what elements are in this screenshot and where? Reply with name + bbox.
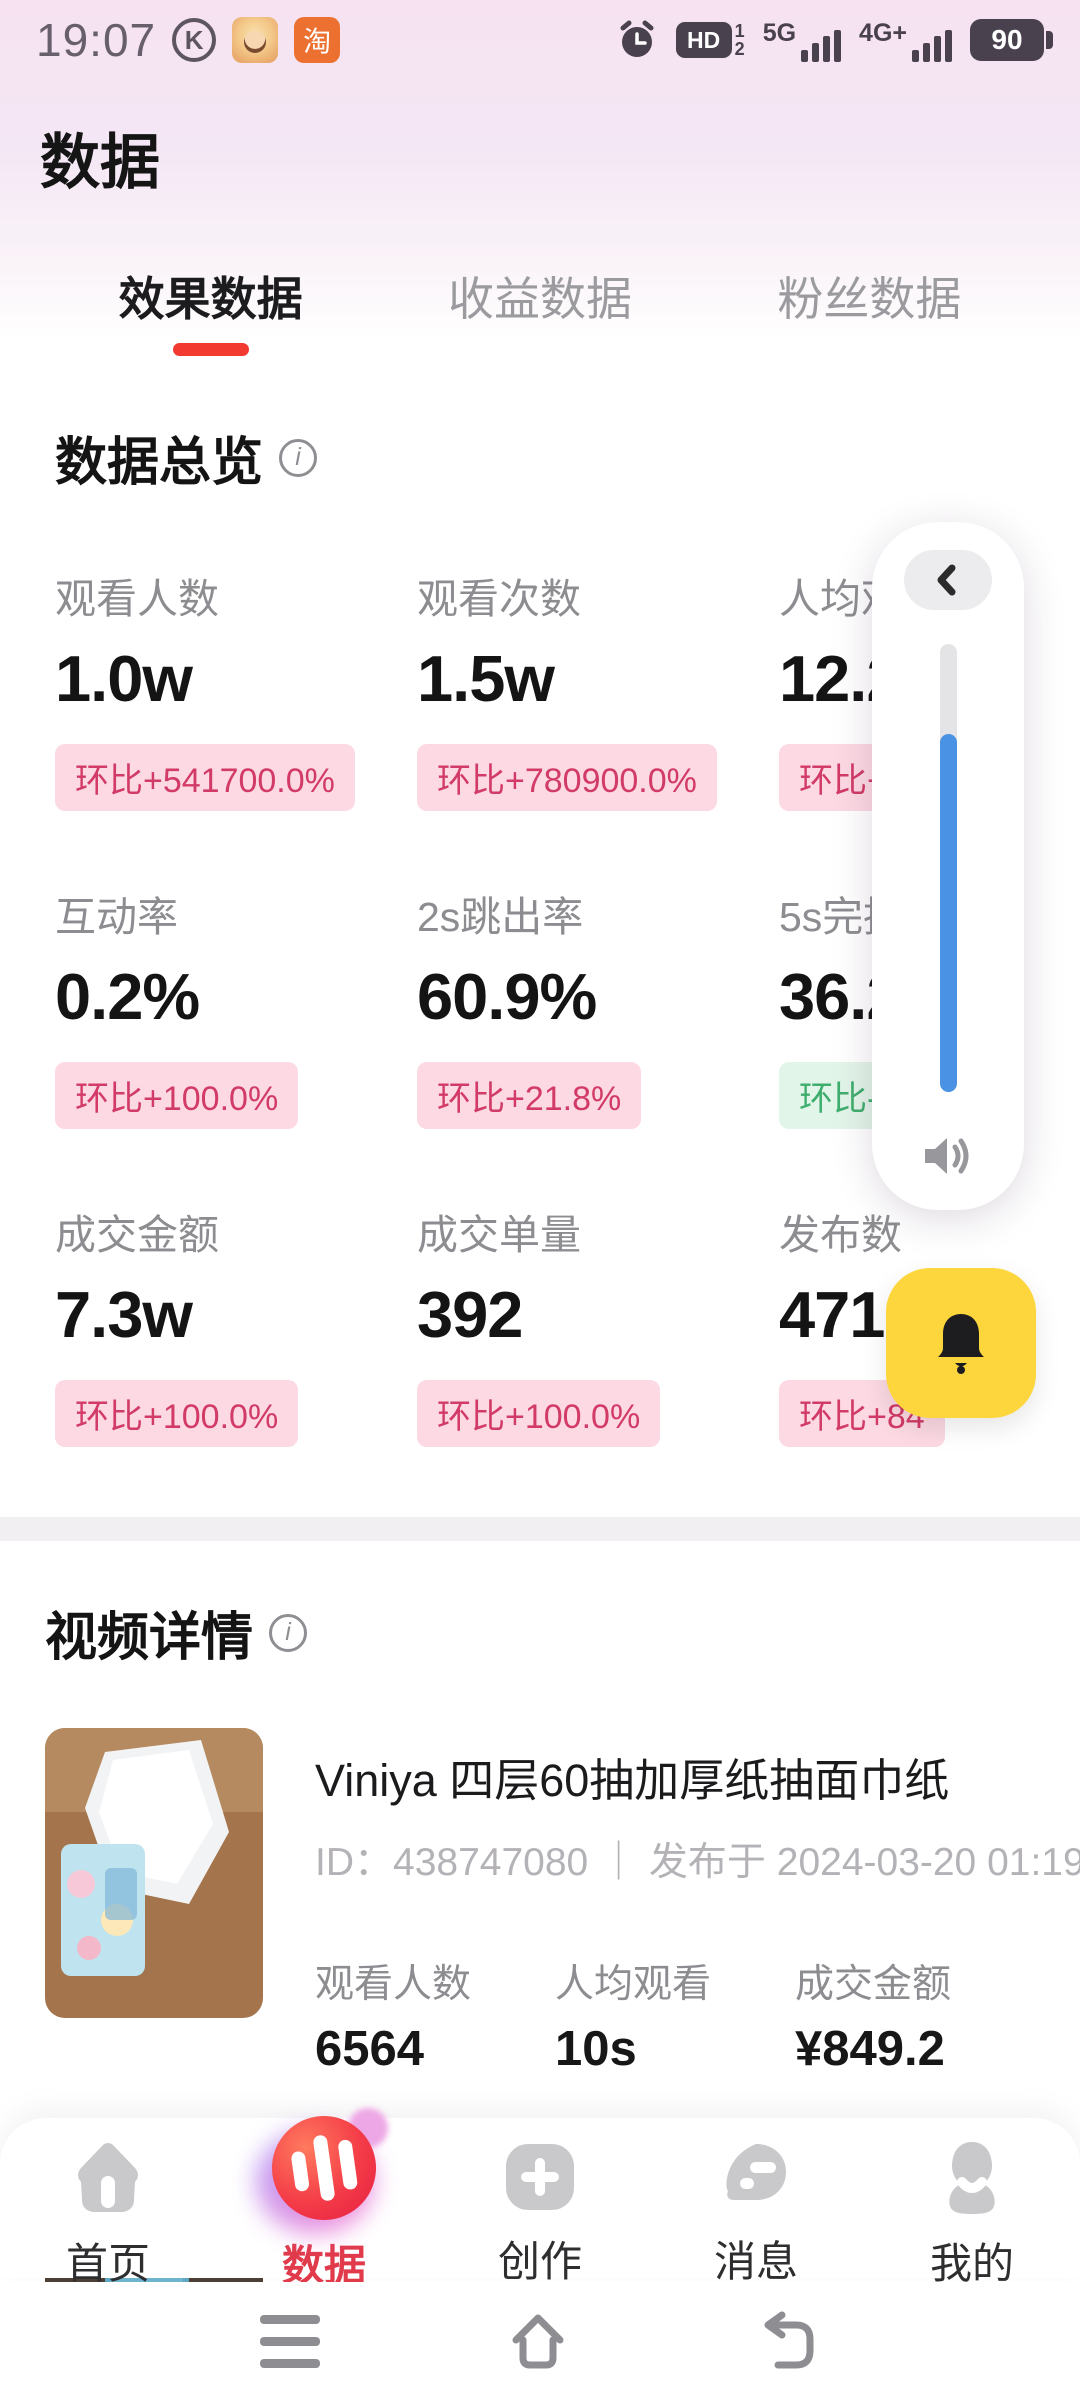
info-icon[interactable]: i — [279, 438, 318, 477]
metric-gmv: 成交金额 7.3w 环比+100.0% — [55, 1201, 417, 1447]
battery-icon: 90 — [970, 19, 1053, 61]
metric-engagement-rate: 互动率 0.2% 环比+100.0% — [55, 883, 417, 1129]
volume-slider[interactable] — [939, 644, 957, 1092]
create-plus-icon — [498, 2138, 582, 2216]
alarm-icon — [620, 20, 654, 57]
tab-bar: 效果数据 收益数据 粉丝数据 — [0, 263, 1080, 356]
tab-revenue-data[interactable]: 收益数据 — [447, 273, 632, 325]
signal-5g-icon: 5G — [763, 19, 842, 62]
info-icon[interactable]: i — [269, 1613, 308, 1652]
nav-item-create[interactable]: 创作 — [432, 2118, 648, 2285]
nav-item-data[interactable]: 数据 — [216, 2109, 432, 2289]
system-home-icon[interactable] — [506, 2310, 570, 2372]
metric-2s-bounce-rate: 2s跳出率 60.9% 环比+21.8% — [417, 883, 779, 1129]
game-app-icon — [232, 17, 279, 63]
home-icon — [69, 2138, 147, 2218]
metric-viewers: 观看人数 1.0w 环比+541700.0% — [55, 565, 417, 811]
volume-fill — [939, 733, 957, 1092]
nav-item-home[interactable]: 首页 — [0, 2118, 216, 2287]
status-right-cluster: HD 1 2 5G 4G+ 90 — [616, 19, 1053, 62]
page-title: 数据 — [40, 129, 160, 196]
profile-icon — [934, 2138, 1010, 2218]
stat-gmv: 成交金额 ¥849.2 — [795, 1963, 952, 2076]
video-title: Viniya 四层60抽加厚纸抽面巾纸 — [315, 1755, 950, 1806]
chevron-left-icon — [937, 564, 956, 596]
video-list-item[interactable]: Viniya 四层60抽加厚纸抽面巾纸 ID：438747080 ｜ 发布于 2… — [45, 1728, 1080, 2077]
system-nav-bar — [0, 2282, 1080, 2400]
signal-4g-icon: 4G+ — [859, 19, 952, 62]
delta-badge: 环比+21.8% — [417, 1062, 642, 1129]
hd-volte-icon: HD 1 2 — [675, 22, 745, 58]
status-bar: 19:07 K 淘 HD 1 2 5G 4G+ — [0, 0, 1080, 74]
clock-time: 19:07 — [36, 14, 157, 66]
nav-item-profile[interactable]: 我的 — [864, 2118, 1080, 2287]
k-app-icon: K — [172, 18, 217, 62]
delta-badge: 环比+780900.0% — [417, 744, 717, 811]
stat-viewers: 观看人数 6564 — [315, 1963, 472, 2076]
video-id: ID：438747080 — [315, 1841, 589, 1884]
section-divider — [0, 1517, 1080, 1541]
system-back-icon[interactable] — [756, 2311, 820, 2371]
nav-item-messages[interactable]: 消息 — [648, 2118, 864, 2285]
tab-effect-data[interactable]: 效果数据 — [46, 263, 375, 356]
taobao-app-icon: 淘 — [294, 17, 341, 63]
bell-icon — [938, 1314, 984, 1374]
delta-badge: 环比+100.0% — [417, 1380, 661, 1447]
collapse-panel-button[interactable] — [904, 550, 992, 610]
data-chart-icon — [265, 2109, 383, 2227]
delta-badge: 环比+100.0% — [55, 1062, 299, 1129]
video-id-line: ID：438747080 ｜ 发布于 2024-03-20 01:19 — [315, 1831, 1080, 1887]
speaker-icon[interactable] — [919, 1130, 977, 1187]
stat-avg-watch: 人均观看 10s — [555, 1963, 712, 2076]
recents-menu-icon[interactable] — [260, 2314, 320, 2368]
delta-badge: 环比+100.0% — [55, 1380, 299, 1447]
overview-title: 数据总览 — [55, 434, 264, 492]
bottom-nav-bar: 首页 数据 创作 — [0, 2109, 1080, 2289]
videos-title: 视频详情 — [45, 1609, 254, 1667]
volume-panel — [872, 522, 1024, 1210]
separator: ｜ — [599, 1841, 639, 1884]
video-thumbnail[interactable] — [45, 1728, 263, 2018]
tab-fans-data[interactable]: 粉丝数据 — [777, 273, 962, 325]
video-published: 发布于 2024-03-20 01:19 — [648, 1841, 1080, 1884]
notification-bell-button[interactable] — [886, 1268, 1036, 1418]
message-bubble-icon — [716, 2138, 796, 2216]
delta-badge: 环比+541700.0% — [55, 744, 355, 811]
metric-orders: 成交单量 392 环比+100.0% — [417, 1201, 779, 1447]
active-tab-underline — [172, 343, 249, 356]
metric-views: 观看次数 1.5w 环比+780900.0% — [417, 565, 779, 811]
tissue-photo — [45, 1728, 263, 2018]
